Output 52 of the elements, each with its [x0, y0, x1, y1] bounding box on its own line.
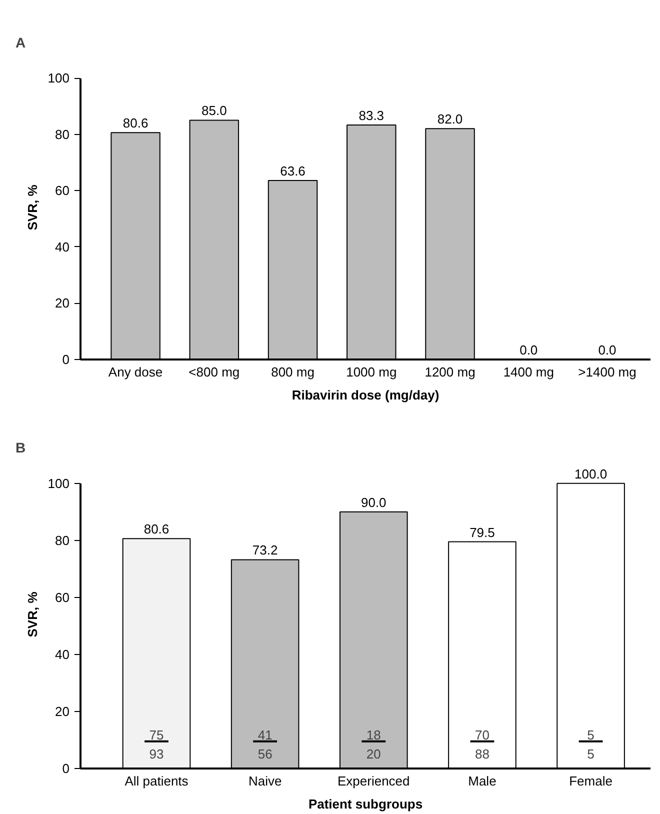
data-label: 63.6 [280, 163, 306, 178]
y-tick-label: 20 [55, 704, 70, 719]
y-tick-label: 40 [55, 646, 70, 662]
y-tick-label: 80 [55, 126, 70, 142]
x-tick-label: Male [468, 774, 496, 788]
x-tick-label: >1400 mg [578, 364, 636, 380]
data-label: 85.0 [202, 103, 227, 118]
chart-title: A [16, 34, 26, 50]
annotation: 75 [149, 727, 164, 742]
x-tick-label: 1200 mg [424, 364, 476, 380]
data-label: 83.3 [358, 108, 384, 124]
y-tick-label: 20 [55, 296, 70, 311]
data-label: 100.0 [574, 466, 608, 482]
y-tick-label: 0 [62, 761, 70, 776]
x-axis-title: Patient subgroups [308, 796, 423, 812]
y-tick-label: 60 [55, 590, 70, 605]
data-label: 82.0 [437, 112, 463, 127]
data-label: 90.0 [360, 494, 386, 510]
chart-title: B [16, 440, 26, 456]
data-label: 80.6 [144, 522, 170, 537]
y-axis-title: SVR, % [24, 591, 40, 638]
x-axis-title: Ribavirin dose (mg/day) [292, 388, 440, 402]
annotation: 5 [587, 727, 594, 742]
x-tick-label: Experienced [338, 774, 410, 788]
annotation: 88 [474, 746, 490, 762]
annotation: 20 [366, 746, 381, 762]
data-label: 0.0 [598, 342, 616, 358]
annotation: 41 [258, 727, 272, 742]
annotation: 93 [149, 746, 164, 762]
y-tick-label: 60 [55, 183, 70, 198]
x-tick-label: Female [569, 774, 612, 788]
data-label: 79.5 [470, 524, 495, 540]
annotation: 18 [366, 727, 381, 742]
y-axis-title: SVR, % [24, 184, 40, 230]
data-label: 0.0 [520, 342, 538, 358]
x-tick-label: 800 mg [271, 364, 314, 380]
data-label: 80.6 [122, 116, 148, 131]
annotation: 70 [474, 727, 490, 742]
annotation: 56 [258, 746, 272, 762]
x-tick-label: 1000 mg [346, 364, 397, 380]
y-tick-label: 0 [62, 352, 70, 367]
x-tick-label: <800 mg [188, 364, 240, 380]
x-tick-label: All patients [124, 774, 189, 788]
y-tick-label: 100 [48, 476, 70, 491]
x-tick-label: Naive [248, 774, 282, 788]
annotation: 5 [587, 746, 594, 762]
x-tick-label: Any dose [108, 364, 163, 380]
y-tick-label: 100 [48, 70, 70, 86]
data-label: 73.2 [252, 542, 278, 558]
y-tick-label: 40 [55, 239, 70, 254]
y-tick-label: 80 [55, 532, 70, 548]
x-tick-label: 1400 mg [503, 364, 554, 380]
